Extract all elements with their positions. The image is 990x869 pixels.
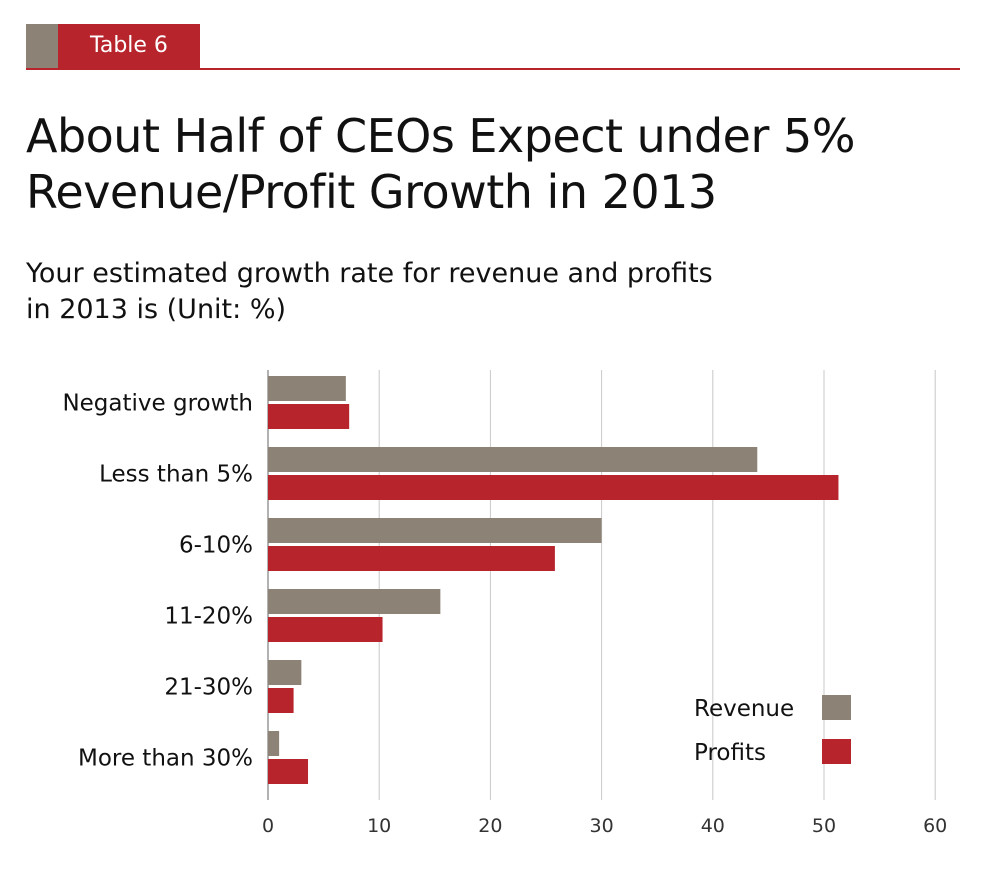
bar-profits [268, 404, 350, 429]
chart-subtitle: Your estimated growth rate for revenue a… [26, 256, 926, 328]
legend-swatch-profits [822, 739, 851, 764]
bar-profits [268, 759, 309, 784]
subtitle-line-1: Your estimated growth rate for revenue a… [26, 258, 713, 289]
legend-swatch-revenue [822, 695, 851, 720]
bar-revenue [268, 376, 346, 401]
category-label: 21-30% [164, 675, 253, 701]
table-label: Table 6 [58, 24, 200, 68]
x-tick-label: 0 [262, 815, 274, 837]
x-tick-label: 20 [478, 815, 502, 837]
x-tick-label: 60 [923, 815, 947, 837]
title-line-1: About Half of CEOs Expect under 5% [26, 109, 856, 163]
bar-profits [268, 688, 294, 713]
bar-profits [268, 546, 555, 571]
chart-title: About Half of CEOs Expect under 5% Reven… [26, 108, 966, 220]
bar-revenue [268, 589, 441, 614]
x-tick-label: 30 [590, 815, 614, 837]
category-label: Less than 5% [99, 462, 253, 488]
bar-revenue [268, 518, 602, 543]
category-label: 11-20% [164, 604, 253, 630]
legend-label: Revenue [694, 696, 794, 722]
category-label: Negative growth [62, 391, 253, 417]
title-line-2: Revenue/Profit Growth in 2013 [26, 165, 717, 219]
category-label: More than 30% [78, 746, 253, 772]
bar-revenue [268, 660, 302, 685]
x-tick-label: 10 [367, 815, 391, 837]
x-tick-label: 50 [812, 815, 836, 837]
category-label: 6-10% [179, 533, 253, 559]
bar-revenue [268, 447, 758, 472]
table-tag-bar: Table 6 [26, 24, 960, 70]
bar-chart: 0 10 20 30 40 50 60 Negative growth Less than 5%… [62, 370, 947, 837]
legend-label: Profits [694, 740, 766, 766]
subtitle-line-2: in 2013 is (Unit: %) [26, 294, 287, 325]
bar-profits [268, 475, 839, 500]
bar-revenue [268, 731, 280, 756]
bar-profits [268, 617, 383, 642]
tag-accent-block [26, 24, 58, 68]
x-tick-label: 40 [701, 815, 725, 837]
